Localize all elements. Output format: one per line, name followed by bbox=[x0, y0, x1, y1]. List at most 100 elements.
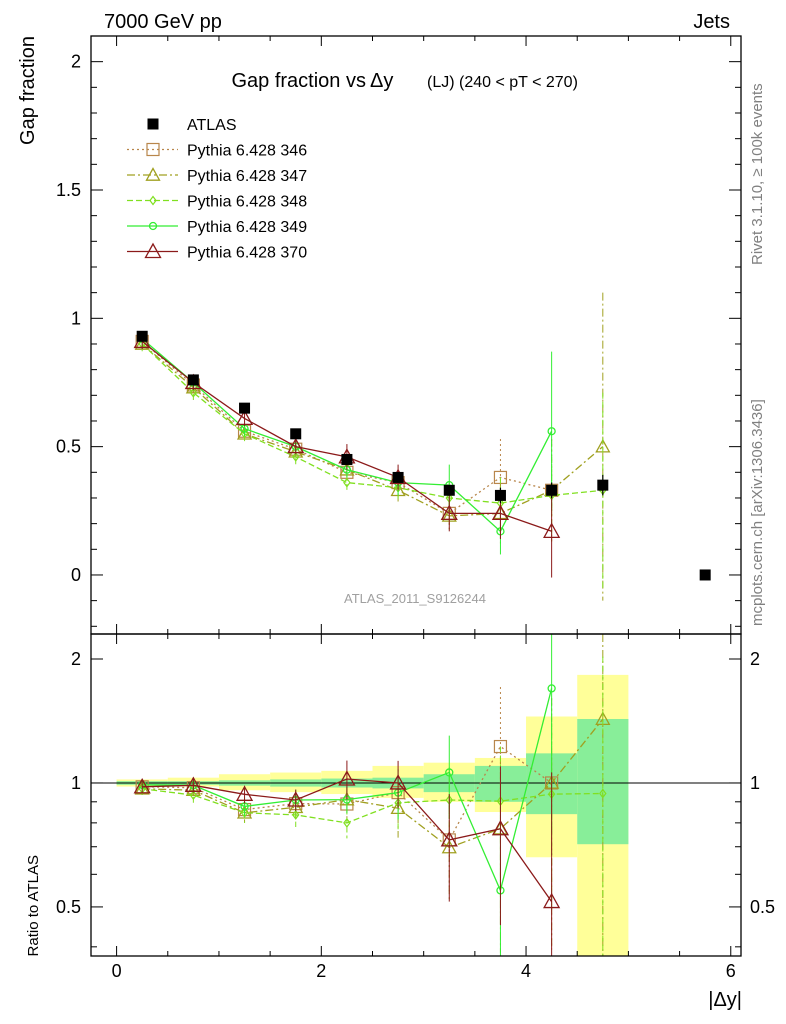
legend-marker bbox=[145, 167, 161, 181]
ratio-y-tick-label: 0.5 bbox=[56, 897, 81, 917]
series-point bbox=[291, 451, 300, 462]
legend-marker bbox=[147, 118, 159, 130]
legend-label: Pythia 6.428 346 bbox=[187, 143, 307, 160]
ratio-point bbox=[240, 807, 249, 818]
legend-marker bbox=[149, 195, 157, 206]
y-tick-label: 1 bbox=[71, 308, 81, 328]
ratio-series-line bbox=[142, 718, 604, 849]
atlas-point bbox=[494, 489, 506, 501]
series-point bbox=[440, 504, 458, 521]
ratio-y-tick-label-right: 2 bbox=[750, 649, 760, 669]
series-point bbox=[343, 477, 351, 488]
legend-item-5: Pythia 6.428 370 bbox=[127, 242, 307, 262]
ratio-point bbox=[189, 790, 198, 801]
series-point bbox=[185, 379, 201, 394]
ratio-plot bbox=[91, 634, 741, 956]
ratio-y-tick-label: 2 bbox=[71, 649, 81, 669]
series-line bbox=[141, 343, 604, 517]
ratio-point bbox=[291, 809, 300, 820]
ratio-point bbox=[235, 785, 254, 801]
main-plot bbox=[133, 292, 711, 601]
series-line bbox=[141, 338, 553, 533]
series-point bbox=[491, 504, 510, 521]
atlas-data bbox=[136, 330, 711, 581]
chart-title-delta: Δy bbox=[370, 70, 393, 92]
ratio-point bbox=[599, 788, 607, 799]
legend-item-2: Pythia 6.428 347 bbox=[127, 167, 307, 185]
x-tick-label: 4 bbox=[521, 961, 531, 981]
series-point bbox=[235, 409, 254, 426]
series-point bbox=[189, 387, 198, 398]
plot-frames bbox=[90, 35, 742, 957]
legend-label: Pythia 6.428 348 bbox=[187, 194, 307, 211]
ratio-point bbox=[491, 819, 510, 836]
atlas-point bbox=[546, 484, 558, 496]
atlas-point bbox=[239, 402, 251, 414]
ratio-point bbox=[288, 799, 304, 814]
atlas-point bbox=[136, 330, 148, 342]
legend-marker bbox=[148, 221, 158, 231]
x-tick-label: 2 bbox=[316, 961, 326, 981]
ratio-y-tick-label: 1 bbox=[71, 773, 81, 793]
series-point bbox=[543, 522, 561, 538]
legend-item-4: Pythia 6.428 349 bbox=[127, 219, 307, 236]
analysis-name-label: ATLAS_2011_S9126244 bbox=[344, 591, 486, 606]
ratio-point bbox=[343, 817, 351, 828]
series-4 bbox=[138, 331, 556, 555]
y-axis-label: Gap fraction bbox=[17, 36, 39, 145]
y-tick-label: 0.5 bbox=[56, 437, 81, 457]
mcplots-reference-label: mcplots.cern.ch [arXiv:1306.3436] bbox=[749, 399, 766, 626]
y-tick-label: 1.5 bbox=[56, 180, 81, 200]
legend-label: Pythia 6.428 349 bbox=[187, 219, 307, 236]
header-jets-label: Jets bbox=[693, 11, 730, 33]
ratio-point bbox=[185, 782, 201, 797]
chart-title-main: Gap fraction vs bbox=[231, 70, 366, 92]
series-1 bbox=[135, 333, 559, 542]
ratio-point bbox=[440, 831, 458, 847]
rivet-version-label: Rivet 3.1.10, ≥ 100k events bbox=[749, 83, 766, 265]
ratio-point bbox=[389, 774, 407, 790]
legend-marker bbox=[146, 142, 160, 157]
axis-ticks: 0 2 4 6 0 0.5 1 1.5 2 0.5 0.5 1 1 2 2 bbox=[56, 36, 775, 981]
ratio-plot-frame bbox=[90, 633, 742, 957]
legend: ATLAS Pythia 6.428 346 Pythia 6.428 347 Pyt… bbox=[127, 117, 307, 262]
ratio-y-tick-label-right: 1 bbox=[750, 773, 760, 793]
series-point bbox=[287, 437, 305, 454]
series-line bbox=[141, 340, 552, 532]
legend-marker bbox=[144, 242, 162, 259]
legend-label: ATLAS bbox=[187, 117, 237, 134]
x-axis-label: |Δy| bbox=[708, 989, 742, 1011]
legend-item-3: Pythia 6.428 348 bbox=[127, 194, 307, 211]
atlas-point bbox=[392, 471, 404, 483]
legend-label: Pythia 6.428 347 bbox=[187, 168, 307, 185]
y-tick-label: 0 bbox=[71, 565, 81, 585]
ratio-point bbox=[547, 684, 556, 693]
ratio-series-line bbox=[142, 778, 553, 902]
atlas-point bbox=[187, 374, 199, 386]
ratio-point bbox=[287, 791, 305, 807]
series-2 bbox=[134, 292, 611, 601]
x-tick-label: 6 bbox=[726, 961, 736, 981]
chart-title: Gap fraction vs Δy (LJ) (240 < pT < 270) bbox=[231, 70, 577, 92]
ratio-point bbox=[445, 768, 454, 777]
atlas-point bbox=[443, 484, 455, 496]
ratio-point bbox=[543, 892, 561, 909]
legend-item-atlas: ATLAS bbox=[147, 117, 237, 134]
atlas-point bbox=[597, 479, 609, 491]
legend-label: Pythia 6.428 370 bbox=[187, 245, 307, 262]
series-point bbox=[240, 428, 249, 439]
x-tick-label: 0 bbox=[112, 961, 122, 981]
atlas-point bbox=[699, 569, 711, 581]
atlas-point bbox=[341, 453, 353, 465]
series-point bbox=[547, 427, 556, 436]
atlas-point bbox=[290, 428, 302, 440]
ratio-series-line bbox=[142, 788, 603, 824]
ratio-y-tick-label-right: 0.5 bbox=[750, 897, 775, 917]
chart-title-sub: (LJ) (240 < pT < 270) bbox=[427, 74, 578, 91]
ratio-point bbox=[338, 770, 356, 786]
series-line bbox=[141, 343, 603, 504]
y-tick-label: 2 bbox=[71, 52, 81, 72]
header-energy-label: 7000 GeV pp bbox=[104, 11, 222, 33]
legend-item-1: Pythia 6.428 346 bbox=[127, 143, 307, 160]
